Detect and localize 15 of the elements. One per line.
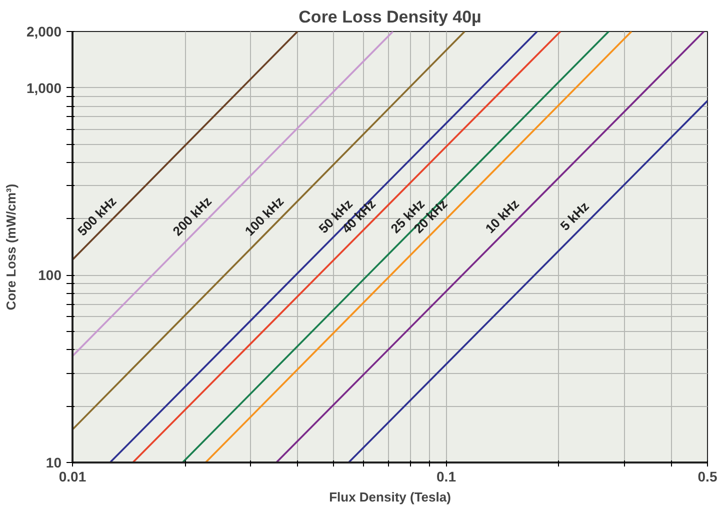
y-tick-label: 2,000 [26,24,62,40]
chart-title: Core Loss Density 40µ [298,8,482,26]
text: 100 kHz [242,193,287,239]
y-tick-label: 10 [46,454,62,470]
x-axis-title: Flux Density (Tesla) [329,490,451,504]
y-axis-title: Core Loss (mW/cm³) [3,184,18,310]
x-tick-label: 0.01 [58,468,86,484]
text: 10 kHz [482,196,522,236]
y-tick-label: 100 [38,267,62,284]
text: 500 kHz [74,193,120,239]
y-tick-label: 1,000 [26,80,62,96]
text: 5 kHz [557,198,592,234]
x-tick-label: 0.1 [436,468,456,484]
x-tick-label: 0.5 [698,468,718,484]
text: 200 kHz [170,193,215,239]
